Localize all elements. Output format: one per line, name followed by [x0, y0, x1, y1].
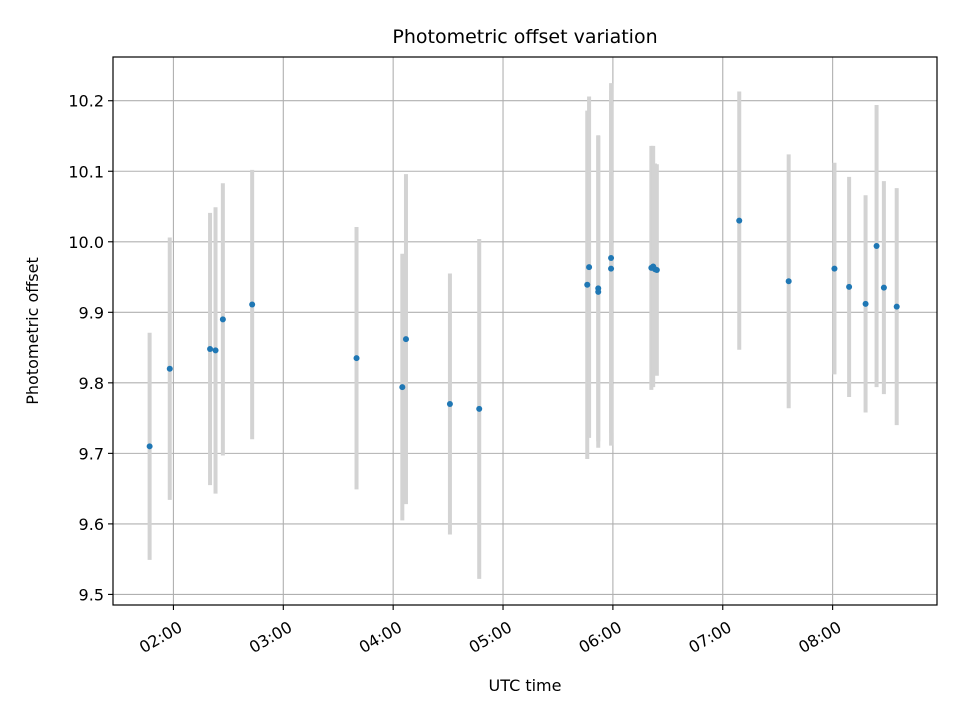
data-point — [862, 300, 869, 307]
x-tick-label: 05:00 — [466, 617, 515, 657]
data-point — [736, 217, 743, 224]
data-point — [608, 255, 615, 262]
x-tick-label: 03:00 — [246, 617, 295, 657]
y-axis-label: Photometric offset — [23, 257, 42, 405]
chart-title: Photometric offset variation — [392, 26, 657, 48]
tick-layer: 9.5 9.6 9.7 9.8 9.9 10.0 10.1 10.2 02:00 03:00 04:… — [68, 92, 844, 657]
x-tick-label: 06:00 — [575, 617, 624, 657]
data-point — [873, 243, 880, 250]
data-point — [146, 443, 153, 450]
data-point — [353, 355, 360, 362]
data-point — [166, 365, 173, 372]
data-point — [846, 283, 853, 290]
data-point — [402, 336, 409, 343]
point-layer — [146, 217, 900, 450]
y-tick-label: 9.5 — [79, 585, 104, 604]
data-point — [399, 384, 406, 391]
x-tick-label: 02:00 — [136, 617, 185, 657]
data-point — [595, 288, 602, 295]
errorbar-layer — [147, 83, 899, 579]
y-tick-label: 9.9 — [79, 303, 104, 322]
data-point — [207, 345, 214, 352]
data-point — [446, 400, 453, 407]
x-tick-label: 07:00 — [685, 617, 734, 657]
data-point — [219, 316, 226, 323]
data-point — [586, 264, 593, 271]
x-tick-label: 04:00 — [356, 617, 405, 657]
data-point — [880, 284, 887, 291]
y-tick-label: 10.0 — [68, 233, 104, 252]
y-tick-label: 9.6 — [79, 515, 104, 534]
grid-layer — [113, 57, 937, 605]
data-point — [584, 281, 591, 288]
y-tick-label: 9.8 — [79, 374, 104, 393]
x-tick-label: 08:00 — [795, 617, 844, 657]
y-tick-label: 10.1 — [68, 162, 104, 181]
y-tick-label: 10.2 — [68, 92, 104, 111]
data-point — [893, 303, 900, 310]
y-tick-label: 9.7 — [79, 444, 104, 463]
data-point — [249, 301, 256, 308]
data-point — [785, 278, 792, 285]
x-axis-label: UTC time — [489, 676, 562, 695]
data-point — [476, 405, 483, 412]
data-point — [608, 265, 615, 272]
data-point — [831, 265, 838, 272]
plot-frame — [112, 56, 938, 606]
data-point — [653, 266, 660, 273]
data-point — [212, 347, 219, 354]
